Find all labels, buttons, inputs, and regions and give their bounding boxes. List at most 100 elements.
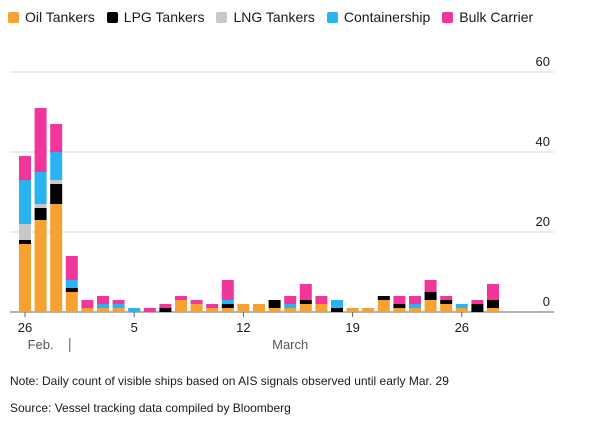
bar-segment-containership — [128, 308, 141, 312]
bar-segment-lpg-tankers — [19, 240, 31, 244]
bar-segment-bulk-carrier — [206, 304, 219, 308]
bar-segment-oil-tankers — [315, 304, 328, 312]
legend-label: LPG Tankers — [123, 9, 205, 25]
bar-segment-bulk-carrier — [299, 284, 312, 300]
legend-item-lpg-tankers: LPG Tankers — [106, 8, 205, 27]
bar-segment-bulk-carrier — [159, 304, 172, 308]
bar-segment-bulk-carrier — [221, 280, 234, 300]
bar-segment-oil-tankers — [81, 308, 94, 312]
bar-segment-containership — [331, 300, 343, 308]
bar-segment-lpg-tankers — [50, 184, 63, 204]
legend-label: Containership — [343, 9, 431, 25]
bar-segment-bulk-carrier — [424, 280, 437, 292]
legend-item-lng-tankers: LNG Tankers — [216, 8, 315, 27]
legend-item-containership: Containership — [326, 8, 431, 27]
x-tick-label: 19 — [345, 320, 359, 335]
bar-segment-lpg-tankers — [159, 308, 172, 312]
bar-segment-containership — [19, 180, 31, 224]
bar-segment-bulk-carrier — [315, 296, 328, 304]
legend-label: Bulk Carrier — [459, 9, 534, 25]
legend-swatch — [326, 12, 338, 23]
bar-segment-oil-tankers — [409, 308, 421, 312]
bar-segment-oil-tankers — [175, 300, 187, 312]
bar-segment-oil-tankers — [440, 304, 453, 312]
bar-segment-bulk-carrier — [190, 300, 203, 304]
bar-segment-bulk-carrier — [34, 108, 47, 172]
y-tick-label: 0 — [543, 294, 550, 309]
x-tick-label: 26 — [455, 320, 469, 335]
bar-segment-containership — [34, 172, 47, 204]
bar-segment-bulk-carrier — [50, 124, 63, 152]
bar-segment-bulk-carrier — [19, 156, 31, 180]
bar-segment-oil-tankers — [97, 308, 109, 312]
y-tick-label: 20 — [536, 214, 550, 229]
bar-segment-lpg-tankers — [221, 304, 234, 308]
bar-segment-lpg-tankers — [487, 300, 499, 308]
bar-segment-containership — [409, 304, 421, 308]
bar-segment-oil-tankers — [284, 308, 297, 312]
legend-label: LNG Tankers — [233, 9, 315, 25]
bar-segment-bulk-carrier — [97, 296, 109, 304]
legend-label: Oil Tankers — [25, 9, 95, 25]
bar-segment-lng-tankers — [34, 204, 47, 208]
bar-segment-oil-tankers — [393, 308, 406, 312]
bar-segment-lng-tankers — [50, 180, 63, 184]
legend-item-oil-tankers: Oil Tankers — [8, 8, 95, 27]
bar-segment-containership — [221, 300, 234, 304]
bar-segment-oil-tankers — [253, 304, 265, 312]
bar-segment-oil-tankers — [50, 204, 63, 312]
bar-segment-oil-tankers — [346, 308, 359, 312]
stacked-bar-chart: 0 20 40 60 26 5 12 19 26 Feb. March — [10, 54, 554, 352]
bar-segment-bulk-carrier — [284, 296, 297, 304]
bar-segment-containership — [284, 304, 297, 308]
bar-segment-oil-tankers — [377, 300, 390, 312]
bar-segment-oil-tankers — [65, 292, 78, 312]
bar-segment-containership — [455, 304, 468, 308]
bar-segment-lpg-tankers — [471, 304, 484, 312]
bar-segment-bulk-carrier — [487, 284, 499, 300]
bar-segment-oil-tankers — [112, 308, 125, 312]
bar-segment-oil-tankers — [190, 304, 203, 312]
bar-segment-bulk-carrier — [81, 300, 94, 308]
bar-segment-bulk-carrier — [65, 256, 78, 280]
bar-segment-bulk-carrier — [112, 300, 125, 304]
legend-swatch — [442, 12, 454, 23]
bar-segment-bulk-carrier — [393, 296, 406, 304]
bar-segment-lpg-tankers — [440, 300, 453, 304]
chart-source: Source: Vessel tracking data compiled by… — [10, 401, 291, 415]
month-label: March — [272, 337, 308, 352]
bar-segment-lng-tankers — [19, 224, 31, 240]
x-tick-label: 5 — [131, 320, 138, 335]
bar-segment-oil-tankers — [237, 304, 250, 312]
chart-legend: Oil Tankers LPG Tankers LNG Tankers Contain… — [8, 8, 568, 27]
x-tick-label: 12 — [236, 320, 250, 335]
bar-segment-oil-tankers — [34, 220, 47, 312]
bar-segment-bulk-carrier — [175, 296, 187, 300]
x-tick-label: 26 — [18, 320, 32, 335]
bar-segment-containership — [97, 304, 109, 308]
legend-swatch — [106, 12, 118, 23]
bar-segment-bulk-carrier — [440, 296, 453, 300]
bar-segment-containership — [112, 304, 125, 308]
y-tick-label: 60 — [536, 54, 550, 69]
bar-segment-lpg-tankers — [268, 300, 281, 308]
bar-segment-oil-tankers — [19, 244, 31, 312]
bar-segment-bulk-carrier — [471, 300, 484, 304]
legend-item-bulk-carrier: Bulk Carrier — [442, 8, 533, 27]
bar-segment-oil-tankers — [487, 308, 499, 312]
bar-segment-lpg-tankers — [377, 296, 390, 300]
bar-segment-lpg-tankers — [299, 300, 312, 304]
bar-segment-lpg-tankers — [34, 208, 47, 220]
bar-segment-bulk-carrier — [143, 308, 156, 312]
bar-segment-lpg-tankers — [393, 304, 406, 308]
bar-segment-oil-tankers — [206, 308, 219, 312]
bar-segment-oil-tankers — [221, 308, 234, 312]
bar-segment-lpg-tankers — [424, 292, 437, 300]
bar-segment-containership — [50, 152, 63, 180]
bar-segment-oil-tankers — [424, 300, 437, 312]
bar-segment-bulk-carrier — [409, 296, 421, 304]
month-label: Feb. — [28, 337, 54, 352]
bar-segment-oil-tankers — [268, 308, 281, 312]
bar-segment-lpg-tankers — [65, 288, 78, 292]
bar-segment-lpg-tankers — [331, 308, 343, 312]
